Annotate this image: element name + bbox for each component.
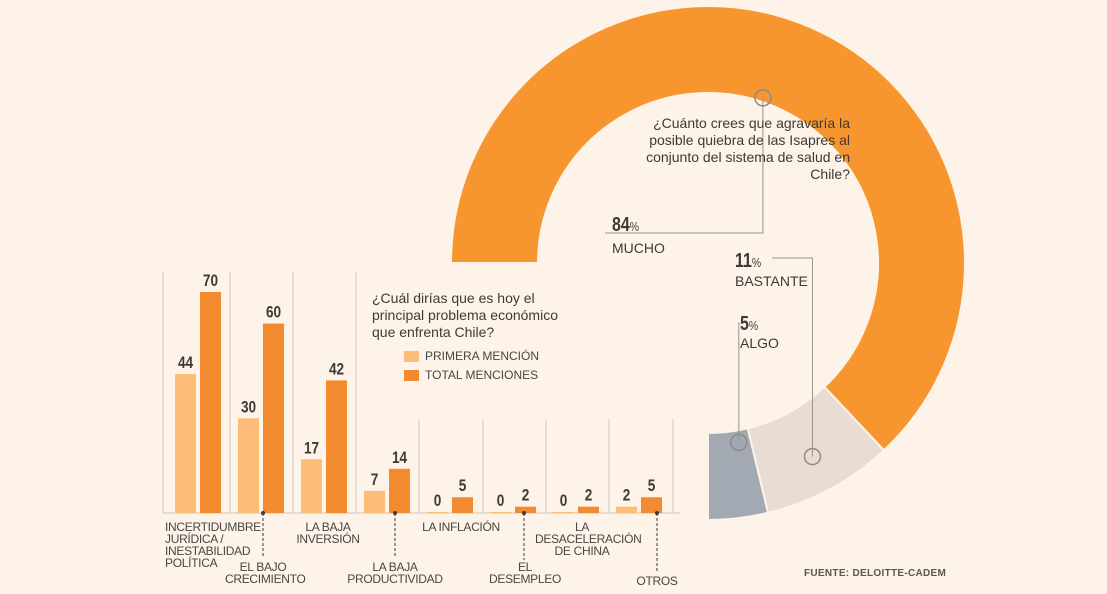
bar-primera <box>616 506 637 513</box>
source-note: FUENTE: DELOITTE-CADEM <box>804 568 947 579</box>
bar-value-label: 44 <box>178 354 194 373</box>
bar-value-label: 30 <box>241 398 256 417</box>
slice-label-bastante: BASTANTE <box>735 273 808 289</box>
legend-primera: PRIMERA MENCIÓN <box>404 349 539 363</box>
slice-label-mucho: MUCHO <box>612 240 665 256</box>
bar-value-label: 7 <box>371 471 379 490</box>
bar-value-label: 2 <box>585 486 593 505</box>
bar-value-label: 14 <box>392 448 408 467</box>
category-label: LA BAJA INVERSIÓN <box>296 520 360 546</box>
category-label: LA INFLACIÓN <box>422 520 500 534</box>
bar-primera <box>553 512 574 513</box>
leader-marker <box>730 433 748 452</box>
legend-total: TOTAL MENCIONES <box>404 368 538 382</box>
leader-marker <box>803 447 822 466</box>
bar-value-label: 5 <box>648 477 656 496</box>
slice-label-algo: ALGO <box>740 335 779 351</box>
bar-total <box>578 506 599 513</box>
legend-label: TOTAL MENCIONES <box>425 368 539 382</box>
bar-primera <box>301 459 322 513</box>
bar-primera <box>490 512 511 513</box>
bar-value-label: 5 <box>459 477 467 496</box>
category-label: OTROS <box>636 574 678 588</box>
leader-line <box>738 322 740 443</box>
bar-value-label: 70 <box>203 272 218 291</box>
bar-total <box>389 468 410 513</box>
bar-value-label: 2 <box>522 486 530 505</box>
leader-marker <box>754 89 772 107</box>
bar-value-label: 2 <box>623 486 631 505</box>
bar-total <box>326 380 347 513</box>
bar-value-label: 60 <box>266 303 281 322</box>
donut-slice-mucho <box>449 5 966 452</box>
legend-swatch <box>404 369 419 381</box>
slice-value-algo: 5% <box>740 313 759 335</box>
bar-value-label: 17 <box>304 439 319 458</box>
category-label: INCERTIDUMBRE JURÍDICA / INESTABILIDAD P… <box>165 520 261 570</box>
bar-primera <box>364 490 385 513</box>
bar-total <box>515 506 536 513</box>
bar-chart-title: ¿Cuál dirías que es hoy el principal pro… <box>372 290 558 340</box>
leader-line <box>605 97 764 234</box>
bar-total <box>263 323 284 513</box>
bar-primera <box>427 512 448 513</box>
category-label: LA BAJA PRODUCTIVIDAD <box>347 560 443 586</box>
leader-line <box>772 257 813 457</box>
bar-value-label: 0 <box>434 492 442 511</box>
legend-label: PRIMERA MENCIÓN <box>425 349 540 363</box>
bar-primera <box>175 374 196 513</box>
donut-slice-algo <box>707 427 770 522</box>
slice-value-bastante: 11% <box>735 250 762 272</box>
bar-total <box>452 497 473 513</box>
donut-title: ¿Cuánto crees que agravaría la posible q… <box>646 115 850 182</box>
bar-value-label: 42 <box>329 360 344 379</box>
category-label: EL BAJO CRECIMIENTO <box>225 560 306 586</box>
bar-value-label: 0 <box>497 492 505 511</box>
legend-swatch <box>404 350 419 362</box>
bar-value-label: 0 <box>560 492 568 511</box>
category-label: LA DESACELERACIÓN DE CHINA <box>535 520 642 558</box>
bar-primera <box>238 418 259 513</box>
bar-total <box>200 292 221 513</box>
slice-value-mucho: 84% <box>612 214 640 236</box>
bar-total <box>641 497 662 513</box>
category-label: EL DESEMPLEO <box>489 560 561 586</box>
